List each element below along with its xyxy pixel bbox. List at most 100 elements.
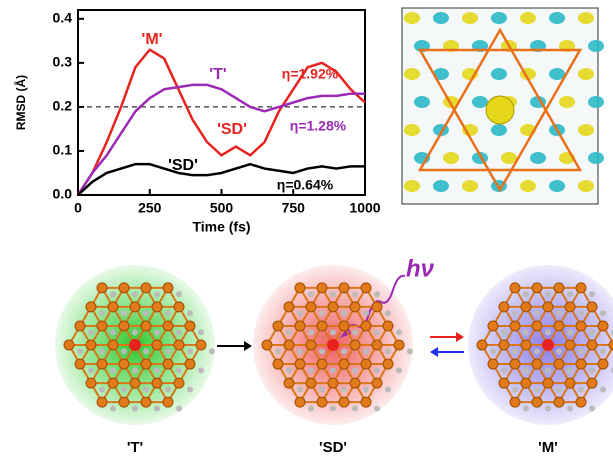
atom — [382, 358, 394, 370]
atom — [338, 358, 350, 370]
atom-inner — [330, 291, 336, 298]
atom — [305, 377, 317, 389]
atom-inner — [286, 329, 292, 336]
atom-inner — [567, 291, 573, 298]
atom-inner — [341, 386, 347, 393]
atom-inner — [176, 367, 182, 374]
atom — [151, 339, 163, 351]
atom — [393, 339, 405, 351]
atom — [371, 377, 383, 389]
atom — [382, 320, 394, 332]
atom-inner — [352, 367, 358, 374]
density-blob — [530, 152, 546, 164]
atom — [575, 282, 587, 294]
atom — [608, 339, 613, 351]
atom-inner — [396, 329, 402, 336]
lattice-structures — [55, 265, 613, 425]
atom-inner — [534, 310, 540, 317]
atom-inner — [187, 310, 193, 317]
density-blob — [433, 68, 449, 80]
atom-inner — [534, 386, 540, 393]
atom-inner — [330, 367, 336, 374]
atom — [564, 377, 576, 389]
atom-inner — [121, 348, 127, 355]
atom-inner — [187, 386, 193, 393]
atom-inner — [143, 310, 149, 317]
atom-inner — [578, 348, 584, 355]
density-blob — [588, 40, 604, 52]
atom-inner — [209, 348, 215, 355]
atom-inner — [352, 405, 358, 412]
density-blob — [578, 68, 594, 80]
atom-inner — [600, 386, 606, 393]
atom — [509, 396, 521, 408]
atom — [272, 358, 284, 370]
density-blob — [491, 68, 507, 80]
atom-inner — [363, 386, 369, 393]
atom — [531, 282, 543, 294]
atom — [316, 396, 328, 408]
atom — [140, 396, 152, 408]
atom — [283, 301, 295, 313]
atom-inner — [297, 310, 303, 317]
density-blob — [520, 12, 536, 24]
atom-inner — [385, 386, 391, 393]
atom-inner — [308, 405, 314, 412]
atom — [85, 377, 97, 389]
atom-inner — [578, 386, 584, 393]
atom-inner — [396, 367, 402, 374]
atom — [597, 358, 609, 370]
atom-inner — [132, 291, 138, 298]
atom — [294, 320, 306, 332]
x-tick-label: 250 — [138, 200, 162, 216]
atom — [564, 301, 576, 313]
atom — [553, 282, 565, 294]
atom — [349, 301, 361, 313]
atom — [498, 301, 510, 313]
atom-inner — [165, 386, 171, 393]
annotation: η=1.92% — [282, 66, 339, 82]
charge-density-image — [401, 7, 604, 205]
atom-inner — [308, 291, 314, 298]
atom — [173, 339, 185, 351]
atom — [118, 282, 130, 294]
atom — [586, 377, 598, 389]
atom — [338, 282, 350, 294]
atom-inner — [407, 348, 413, 355]
atom — [349, 339, 361, 351]
atom-inner — [176, 405, 182, 412]
density-blob — [404, 12, 420, 24]
atom — [360, 282, 372, 294]
atom — [129, 377, 141, 389]
density-blob — [520, 180, 536, 192]
atom-inner — [385, 310, 391, 317]
atom — [272, 320, 284, 332]
atom-inner — [330, 329, 336, 336]
y-tick-label: 0.4 — [53, 10, 73, 26]
atom-inner — [589, 405, 595, 412]
atom-inner — [297, 386, 303, 393]
structure-label: 'SD' — [319, 439, 347, 456]
atom — [140, 358, 152, 370]
atom — [531, 320, 543, 332]
atom-inner — [600, 348, 606, 355]
atom-inner — [589, 329, 595, 336]
series-label: 'M' — [142, 31, 163, 48]
atom — [173, 301, 185, 313]
atom — [294, 282, 306, 294]
atom — [575, 358, 587, 370]
atom-inner — [121, 310, 127, 317]
atom — [564, 339, 576, 351]
atom — [371, 339, 383, 351]
atom-inner — [556, 348, 562, 355]
atom-inner — [99, 386, 105, 393]
atom — [360, 358, 372, 370]
atom-inner — [545, 329, 551, 336]
atom — [74, 320, 86, 332]
atom — [360, 320, 372, 332]
atom-inner — [187, 348, 193, 355]
atom — [261, 339, 273, 351]
structure-label: 'M' — [538, 439, 558, 456]
y-tick-label: 0.2 — [53, 98, 73, 114]
